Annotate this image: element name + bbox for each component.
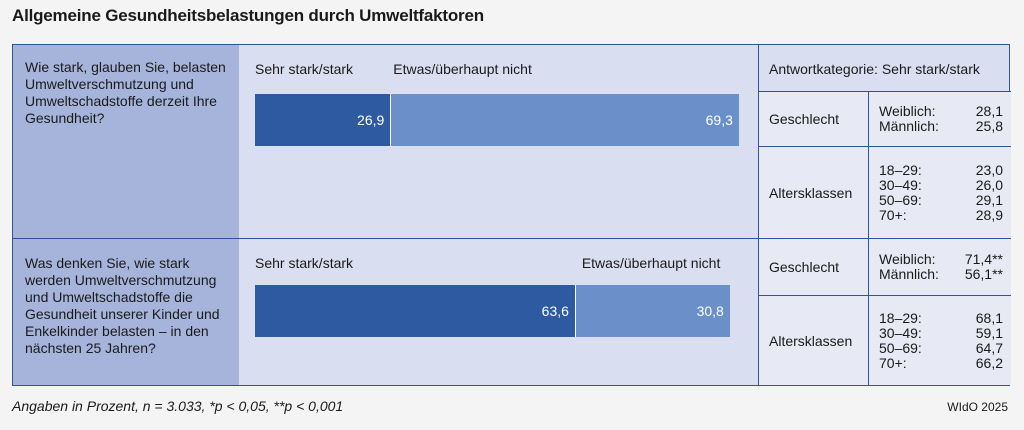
question-1-group-gender: Geschlecht [759, 91, 869, 146]
q2-female-label: Weiblich: [879, 251, 936, 267]
question-2-legend-strong: Sehr stark/stark [255, 255, 354, 271]
q2-age4-value: 66,2 [975, 354, 1003, 371]
q1-age2-value: 26,0 [975, 176, 1003, 193]
q1-age4-value: 28,9 [975, 206, 1003, 223]
question-1-legend-weak: Etwas/überhaupt nicht [393, 61, 532, 77]
q2-age3-label: 50–69: [879, 339, 922, 356]
question-2-bar-strong: 63,6 [255, 285, 575, 337]
question-1-chart: Sehr stark/stark Etwas/überhaupt nicht 2… [239, 45, 758, 238]
question-2-chart: Sehr stark/stark Etwas/überhaupt nicht 6… [239, 239, 758, 385]
question-1-age-values: 18–29: 23,0 30–49: 26,0 50–69: 29,1 70+: 28,… [869, 147, 1011, 238]
question-1-bar-strong: 26,9 [255, 94, 391, 146]
q1-age4-label: 70+: [879, 206, 907, 223]
q2-age2-value: 59,1 [975, 324, 1003, 341]
question-2-legend-weak: Etwas/überhaupt nicht [581, 255, 721, 271]
q2-male-label: Männlich: [879, 266, 939, 282]
chart-title: Allgemeine Gesundheitsbelastungen durch … [12, 6, 484, 25]
q2-age1-label: 18–29: [879, 309, 922, 326]
q1-female-label: Weiblich: [879, 102, 936, 119]
question-1-legend-strong: Sehr stark/stark [255, 61, 354, 77]
question-2-group-gender: Geschlecht [759, 239, 869, 295]
q1-age2-label: 30–49: [879, 176, 922, 193]
q1-age3-label: 50–69: [879, 191, 922, 208]
stats-header: Antwortkategorie: Sehr stark/stark [758, 45, 1011, 91]
q2-age3-value: 64,7 [975, 339, 1003, 356]
source-label: WIdO 2025 [947, 400, 1008, 414]
question-2-stats: Geschlecht Weiblich: 71,4** Männlich: 56,1… [758, 239, 1011, 385]
q1-male-value: 25,8 [975, 117, 1003, 134]
question-2-group-age: Altersklassen [759, 296, 869, 385]
question-2-bar-weak: 30,8 [574, 285, 730, 337]
q1-male-label: Männlich: [879, 117, 939, 134]
question-2-text: Was denken Sie, wie stark werden Umweltv… [13, 239, 239, 385]
question-2-gender-values: Weiblich: 71,4** Männlich: 56,1** [869, 239, 1011, 295]
q2-male-value: 56,1** [964, 266, 1003, 282]
footnote: Angaben in Prozent, n = 3.033, *p < 0,05… [12, 398, 344, 414]
q2-age4-label: 70+: [879, 354, 907, 371]
row-divider [13, 238, 1011, 239]
q2-age1-value: 68,1 [975, 309, 1003, 326]
q1-female-value: 28,1 [975, 102, 1003, 119]
q1-age1-value: 23,0 [975, 161, 1003, 178]
q2-age2-label: 30–49: [879, 324, 922, 341]
question-1-gender-values: Weiblich: 28,1 Männlich: 25,8 [869, 91, 1011, 146]
question-1-bar-weak: 69,3 [390, 94, 739, 146]
q1-age1-label: 18–29: [879, 161, 922, 178]
question-1-text: Wie stark, glauben Sie, belasten Umweltv… [13, 45, 239, 238]
question-2-age-values: 18–29: 68,1 30–49: 59,1 50–69: 64,7 70+: 66,… [869, 296, 1011, 385]
question-1-stats: Geschlecht Weiblich: 28,1 Männlich: 25,8 A… [758, 91, 1011, 238]
chart-frame: Antwortkategorie: Sehr stark/stark Wie s… [12, 44, 1011, 386]
q2-female-value: 71,4** [964, 251, 1003, 267]
q1-age3-value: 29,1 [975, 191, 1003, 208]
question-1-group-age: Altersklassen [759, 147, 869, 238]
